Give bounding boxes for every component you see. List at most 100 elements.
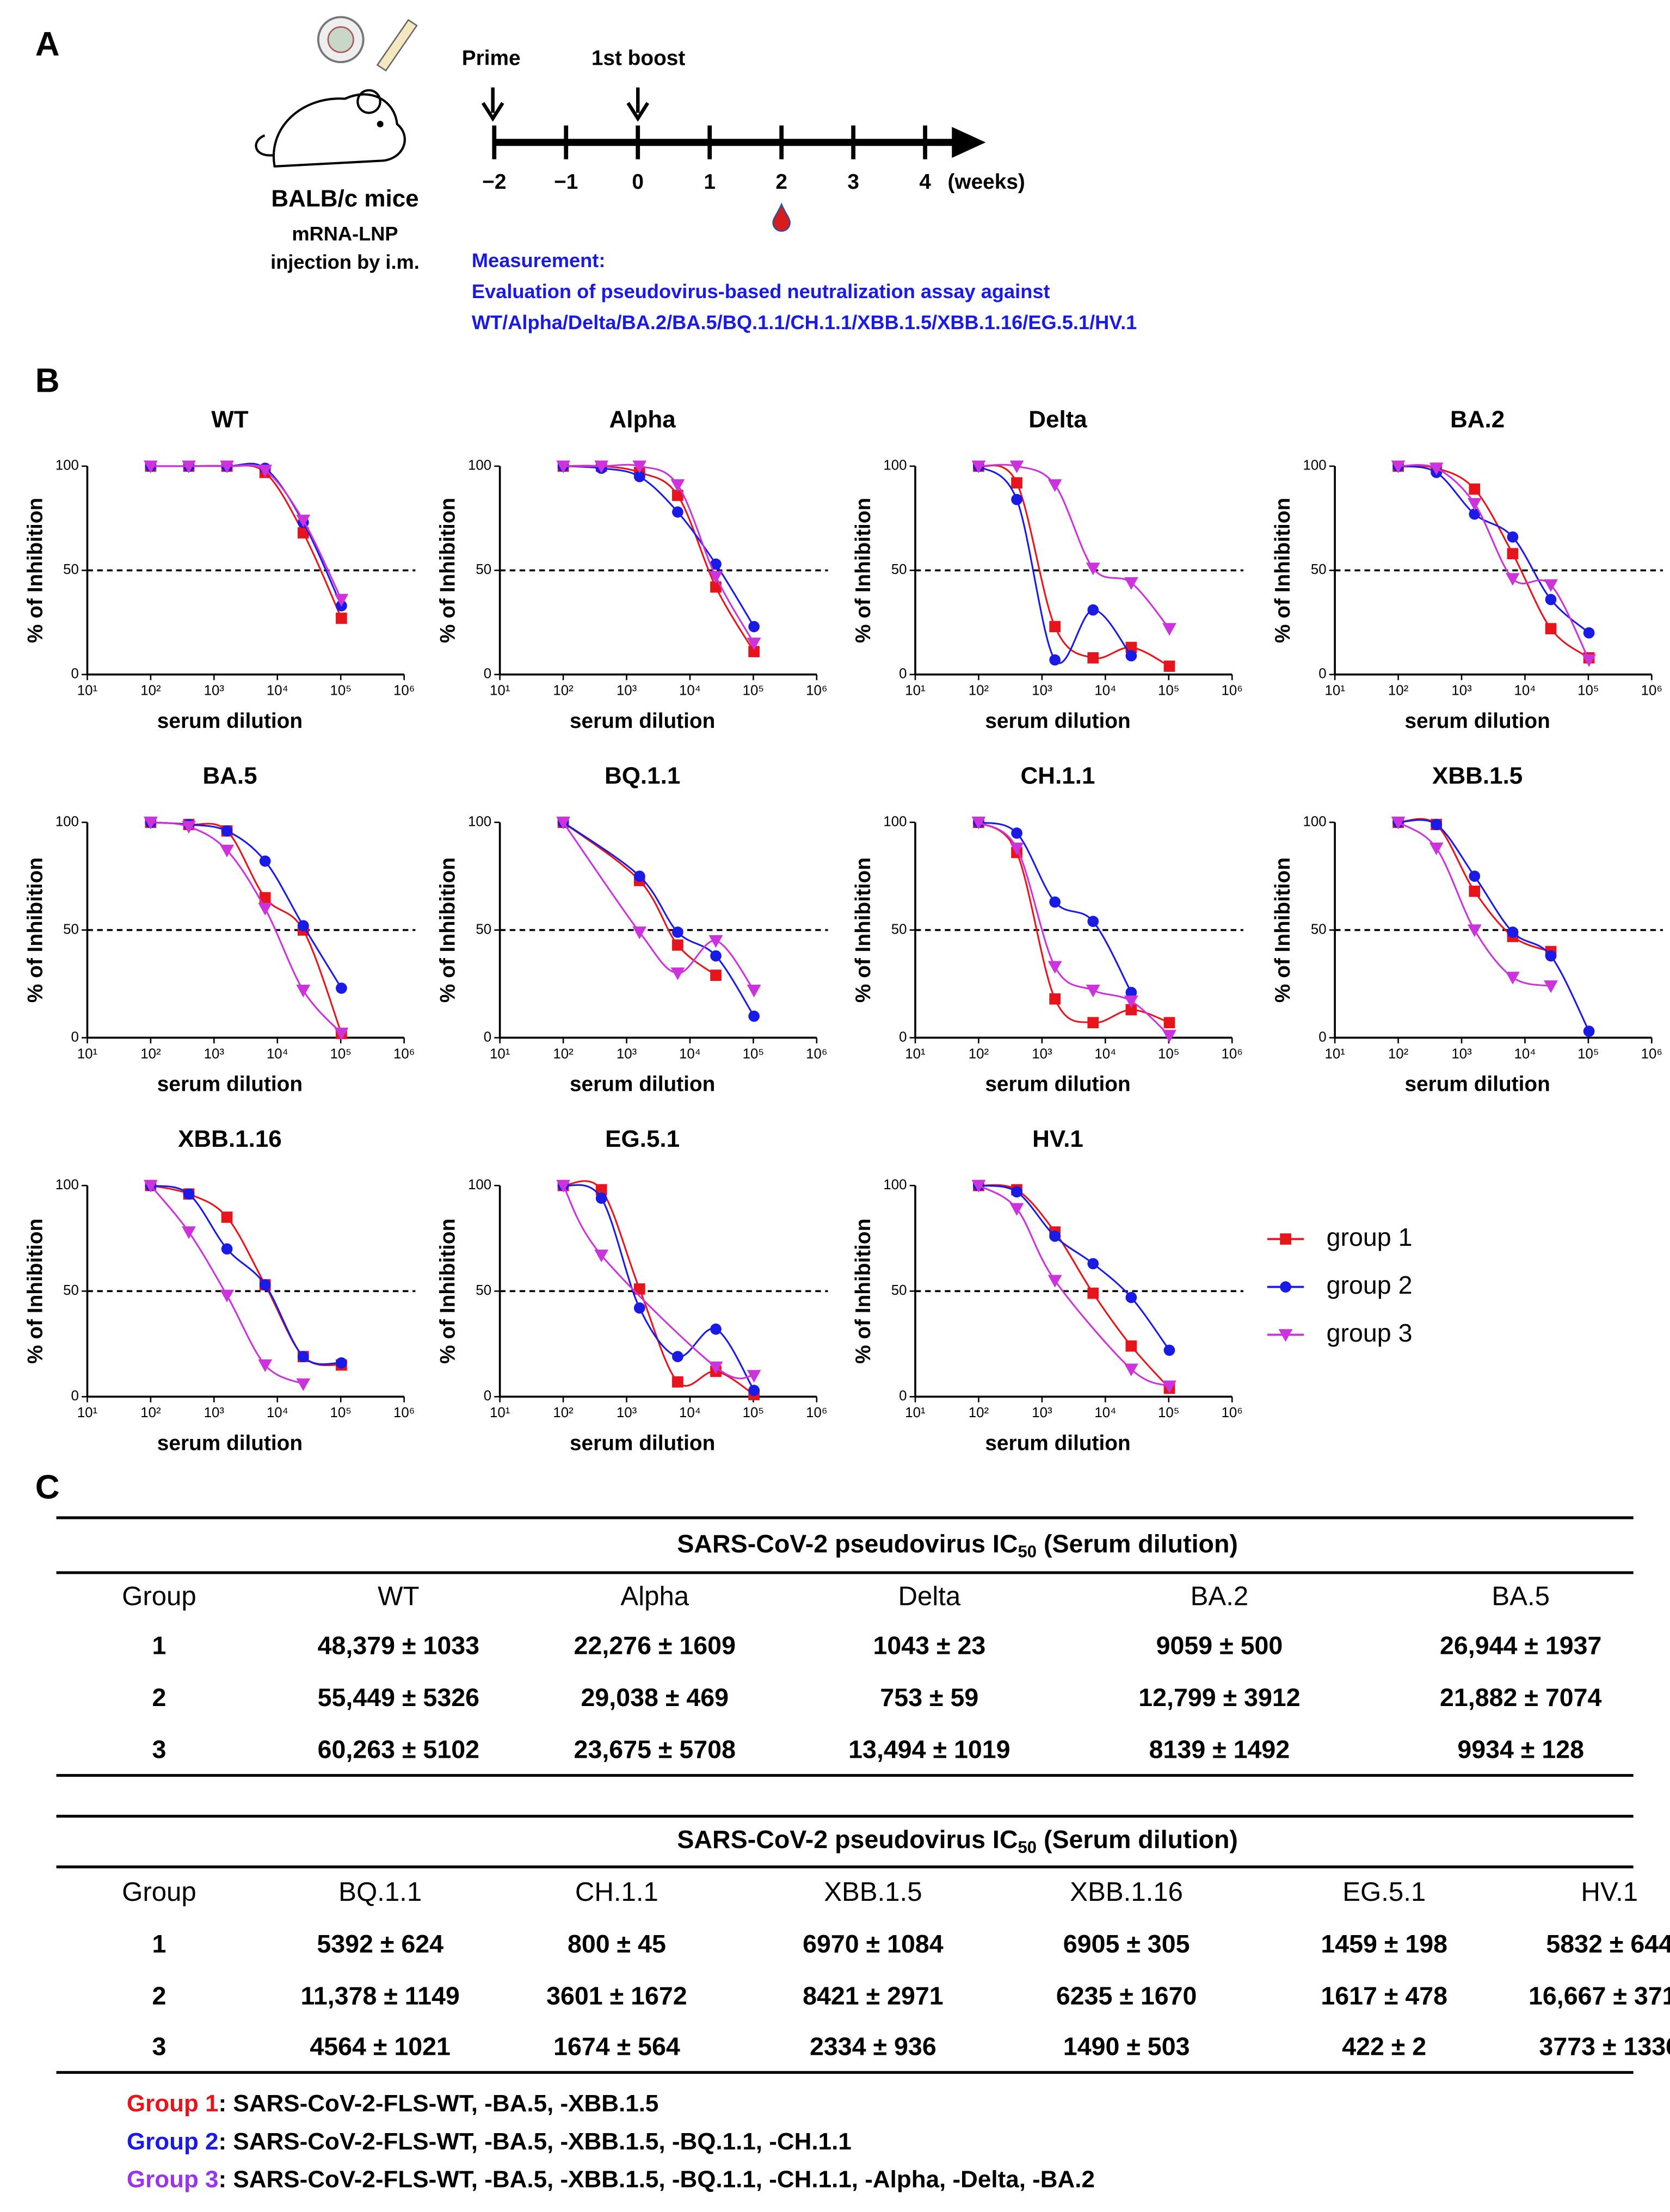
table-header: Delta xyxy=(898,1581,960,1611)
y-axis-label: % of Inhibition xyxy=(436,498,460,643)
table-cell: 21,882 ± 7074 xyxy=(1440,1683,1602,1711)
chart: 0 50 100 10¹ 10² 10³ 10⁴ 10⁵ 10⁶ CH.1.1 serum dilu… xyxy=(852,762,1243,1096)
chart: 0 50 100 10¹ 10² 10³ 10⁴ 10⁵ 10⁶ Alpha serum dilut… xyxy=(436,406,828,733)
y-tick-label: 50 xyxy=(476,562,491,577)
x-axis-label: serum dilution xyxy=(985,709,1130,733)
marker xyxy=(334,1028,349,1041)
footnote-text: : SARS-CoV-2-FLS-WT, -BA.5, -XBB.1.5, -B… xyxy=(219,2128,852,2154)
x-axis-label: serum dilution xyxy=(985,1073,1130,1096)
table-cell: 3773 ± 1336 xyxy=(1539,2032,1670,2061)
x-tick-label: 10¹ xyxy=(1324,683,1345,699)
title-text: SARS-CoV-2 pseudovirus IC xyxy=(677,1825,1018,1853)
x-tick-label: 10¹ xyxy=(905,1405,926,1420)
table-header: EG.5.1 xyxy=(1342,1877,1426,1907)
marker xyxy=(708,571,723,584)
x-axis-label: serum dilution xyxy=(157,709,303,733)
marker xyxy=(708,935,723,948)
x-tick-label: 10² xyxy=(1388,1046,1409,1061)
marker xyxy=(297,920,309,931)
table-cell: 11,378 ± 1149 xyxy=(301,1982,460,2010)
x-tick-label: 10⁴ xyxy=(1514,683,1536,699)
x-tick-label: 10² xyxy=(140,683,161,699)
x-tick-label: 10³ xyxy=(617,683,637,699)
y-tick-label: 0 xyxy=(899,666,907,682)
marker xyxy=(747,1370,761,1383)
marker xyxy=(1545,594,1557,605)
marker xyxy=(1086,985,1100,998)
table-header: BQ.1.1 xyxy=(338,1877,422,1907)
marker xyxy=(1049,1231,1061,1242)
chart-title: BQ.1.1 xyxy=(605,762,680,789)
title-text: (Serum dilution) xyxy=(1037,1825,1238,1853)
marker xyxy=(296,1378,311,1392)
chart-title: XBB.1.5 xyxy=(1432,762,1523,789)
table-header: Group xyxy=(122,1877,196,1907)
marker xyxy=(971,460,986,473)
marker xyxy=(748,1385,760,1397)
x-axis-label: serum dilution xyxy=(1404,709,1550,733)
y-axis-label: % of Inhibition xyxy=(852,857,875,1003)
x-tick-label: 10² xyxy=(553,683,574,699)
footnote: Group 1: SARS-CoV-2-FLS-WT, -BA.5, -XBB.… xyxy=(127,2090,658,2117)
marker xyxy=(143,1179,158,1193)
footnote-group: Group 3 xyxy=(127,2166,219,2192)
x-tick-label: 10³ xyxy=(204,1405,225,1420)
marker xyxy=(1087,604,1099,616)
x-tick-label: 10² xyxy=(969,1405,989,1420)
table-cell: 8421 ± 2971 xyxy=(803,1982,944,2010)
prime-arrow xyxy=(481,87,504,122)
marker xyxy=(1087,1287,1099,1299)
chart: 0 50 100 10¹ 10² 10³ 10⁴ 10⁵ 10⁶ BQ.1.1 serum dilu… xyxy=(436,762,828,1096)
y-tick-label: 50 xyxy=(1311,562,1327,577)
table-header: XBB.1.16 xyxy=(1070,1877,1183,1907)
table-cell: 8139 ± 1492 xyxy=(1149,1735,1290,1764)
footnote-group: Group 1 xyxy=(127,2090,219,2117)
marker xyxy=(259,892,271,904)
y-axis-label: % of Inhibition xyxy=(24,1219,47,1364)
x-tick-label: 10³ xyxy=(617,1405,637,1420)
table-header: Alpha xyxy=(620,1581,689,1611)
marker xyxy=(1507,926,1519,938)
x-tick-label: 10² xyxy=(1388,683,1409,699)
timeline-arrow xyxy=(952,127,986,158)
chart: 0 50 100 10¹ 10² 10³ 10⁴ 10⁵ 10⁶ BA.2 serum diluti… xyxy=(1271,406,1663,733)
marker xyxy=(221,1243,233,1255)
marker xyxy=(143,817,158,830)
x-axis-label: serum dilution xyxy=(570,709,715,733)
x-tick-label: 10⁴ xyxy=(1094,1405,1116,1420)
marker xyxy=(632,460,647,473)
table-cell: 3 xyxy=(152,1735,166,1764)
chart-title: EG.5.1 xyxy=(605,1126,680,1152)
marker xyxy=(183,1188,195,1200)
y-tick-label: 50 xyxy=(891,562,907,577)
table-header: XBB.1.5 xyxy=(824,1877,922,1907)
prime-label: Prime xyxy=(462,46,521,70)
measurement-label: Measurement: xyxy=(472,249,606,271)
x-tick-label: 10³ xyxy=(204,683,225,699)
x-tick-label: 10⁴ xyxy=(679,1405,701,1420)
table-cell: 5832 ± 644 xyxy=(1546,1930,1670,1958)
x-tick-label: 10⁴ xyxy=(1094,1046,1116,1061)
legend-marker xyxy=(1280,1281,1291,1293)
chart: 0 50 100 10¹ 10² 10³ 10⁴ 10⁵ 10⁶ XBB.1.16 serum di… xyxy=(24,1126,416,1455)
marker xyxy=(1011,493,1022,505)
x-tick-label: 10¹ xyxy=(490,683,510,699)
chart: 0 50 100 10¹ 10² 10³ 10⁴ 10⁵ 10⁶ HV.1 serum diluti… xyxy=(852,1126,1243,1455)
marker xyxy=(1087,1017,1099,1029)
marker xyxy=(748,621,760,633)
y-tick-label: 50 xyxy=(476,1283,491,1298)
fit-curve xyxy=(563,821,717,976)
marker xyxy=(1507,548,1519,560)
table-cell: 6905 ± 305 xyxy=(1063,1930,1190,1958)
marker xyxy=(220,1289,235,1302)
y-tick-label: 50 xyxy=(63,922,79,937)
chart-title: WT xyxy=(211,406,249,433)
fit-curve xyxy=(562,1185,754,1380)
marker xyxy=(1125,1004,1137,1016)
legend-label: group 1 xyxy=(1327,1223,1413,1251)
x-tick-label: 10⁵ xyxy=(743,683,764,699)
timeline-tick-label: −2 xyxy=(482,170,506,194)
table-cell: 1 xyxy=(152,1930,166,1958)
y-axis-label: % of Inhibition xyxy=(436,1219,460,1364)
